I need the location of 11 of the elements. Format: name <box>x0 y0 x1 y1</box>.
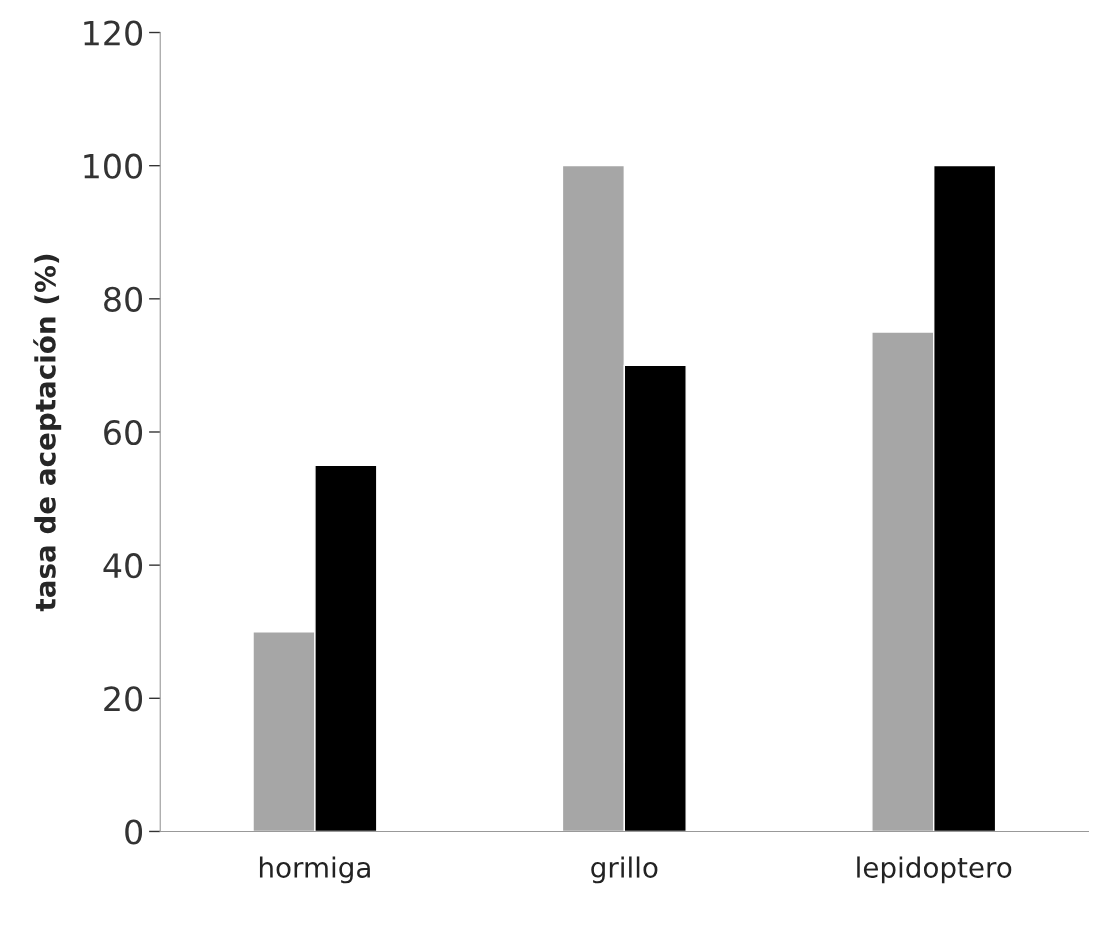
y-tick-label: 120 <box>84 20 143 46</box>
y-tick-label: 100 <box>84 153 143 179</box>
x-tick-label: grillo <box>591 856 658 884</box>
y-tick-label: 40 <box>103 553 143 579</box>
y-tick-label: 0 <box>125 819 143 845</box>
y-axis-title: tasa de aceptación (%) <box>33 254 62 612</box>
x-tick-label: hormiga <box>259 856 370 884</box>
x-tick-label: lepidoptero <box>857 856 1012 884</box>
y-tick-label: 60 <box>104 419 143 446</box>
y-tick-label: 20 <box>104 686 143 712</box>
y-tick-label: 80 <box>104 286 143 312</box>
